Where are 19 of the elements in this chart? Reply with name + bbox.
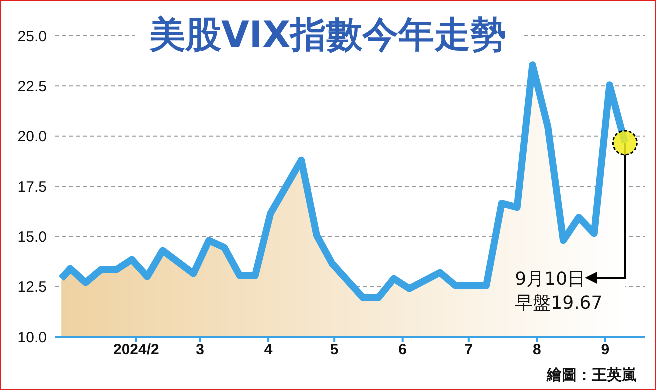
annotation: 早盤19.67 — [515, 292, 603, 314]
x-tick-label: 8 — [532, 342, 542, 359]
y-tick-label: 10.0 — [18, 329, 47, 346]
chart-title: 美股VIX指數今年走勢 — [135, 15, 520, 56]
x-tick-label: 6 — [398, 342, 408, 359]
text: 繪圖：王英嵐 — [547, 366, 637, 385]
x-tick-label: 9 — [601, 342, 610, 359]
x-tick-label: 2024/2 — [114, 342, 160, 359]
x-tick-label: 5 — [330, 342, 339, 359]
x-tick-label: 4 — [264, 342, 274, 359]
x-tick-label: 7 — [464, 342, 474, 359]
y-tick-label: 12.5 — [18, 279, 47, 296]
y-tick-label: 25.0 — [18, 28, 47, 46]
y-tick-label: 17.5 — [18, 178, 47, 196]
y-tick-label: 22.5 — [18, 78, 47, 96]
x-tick-label: 3 — [196, 342, 204, 359]
y-tick-label: 20.0 — [18, 128, 47, 146]
annotation: 9月10日 — [515, 268, 586, 290]
y-tick-label: 15.0 — [18, 228, 47, 246]
